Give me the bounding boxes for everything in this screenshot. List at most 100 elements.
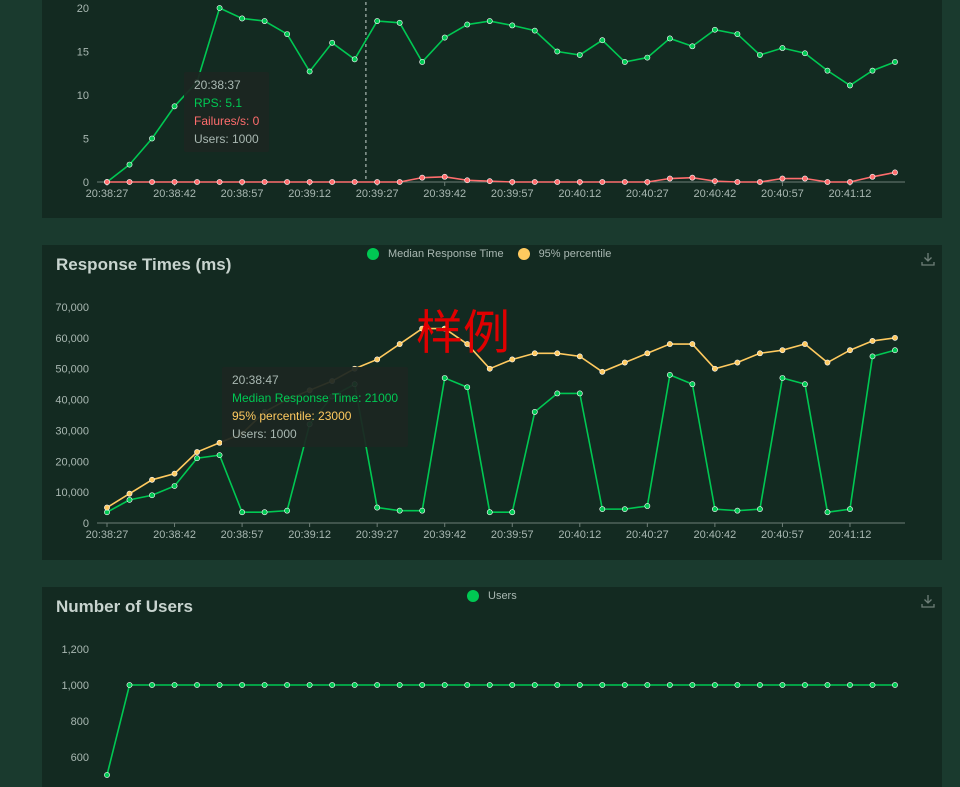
x-tick-label: 20:40:27 (626, 529, 669, 541)
users-chart: 600 800 1,000 1,200 (61, 644, 898, 778)
data-point-rps (824, 67, 831, 74)
data-point-p95 (802, 341, 808, 347)
data-point-rps (306, 68, 313, 75)
data-point-rps (374, 18, 381, 24)
data-point-median (847, 506, 853, 513)
data-point-median (576, 390, 583, 397)
data-point-median (486, 509, 493, 516)
tooltip-failures: Failures/s: 0 (194, 114, 260, 128)
data-point-failures (194, 179, 200, 185)
data-point-rps (329, 39, 336, 46)
data-point-rps (689, 43, 696, 50)
data-point-users (464, 682, 471, 688)
data-point-median (171, 483, 178, 489)
legend-users-label: Users (488, 590, 517, 602)
data-point-users (734, 682, 741, 688)
tooltip-users: Users: 1000 (232, 427, 297, 441)
watermark-text: 样例 (416, 306, 510, 361)
series-line-users (106, 684, 895, 776)
data-point-rps (284, 31, 291, 37)
data-point-failures (892, 169, 898, 176)
data-point-users (261, 682, 268, 688)
download-icon[interactable] (920, 593, 936, 609)
tooltip-median: Median Response Time: 21000 (232, 391, 399, 405)
data-point-users (644, 682, 651, 688)
data-point-p95 (171, 470, 178, 477)
rps-tooltip: 20:38:37 RPS: 5.1 Failures/s: 0 Users: 1… (184, 72, 270, 152)
data-point-median (464, 384, 471, 391)
data-point-p95 (396, 341, 403, 347)
data-point-users (689, 682, 696, 688)
data-point-users (486, 682, 493, 688)
data-point-median (644, 503, 651, 509)
data-point-median (554, 390, 561, 397)
data-point-rps (126, 161, 133, 168)
data-point-failures (104, 179, 110, 185)
data-point-users (599, 682, 606, 688)
data-point-rps (847, 82, 853, 89)
data-point-failures (621, 179, 628, 185)
data-point-failures (239, 179, 245, 185)
data-point-users (711, 682, 718, 688)
data-point-rps (464, 21, 471, 28)
data-point-users (216, 682, 223, 688)
data-point-median (711, 506, 718, 513)
data-point-failures (644, 179, 651, 185)
data-point-users (621, 682, 628, 688)
data-point-users (419, 682, 426, 688)
data-point-users (892, 682, 898, 688)
data-point-rps (171, 103, 178, 110)
legend-users[interactable]: Users (467, 590, 517, 602)
data-point-failures (284, 179, 291, 185)
legend-users-dot (467, 590, 479, 602)
data-point-median (892, 347, 898, 354)
data-point-median (284, 507, 291, 514)
data-point-rps (216, 5, 223, 11)
data-point-median (261, 509, 268, 516)
data-point-rps (621, 59, 628, 65)
data-point-failures (576, 179, 583, 185)
data-point-failures (802, 175, 808, 182)
data-point-p95 (892, 334, 898, 341)
legend-median[interactable]: Median Response Time (367, 248, 504, 260)
data-point-median (194, 455, 200, 462)
data-point-median (757, 506, 763, 513)
response-tooltip: 20:38:47 Median Response Time: 21000 95%… (222, 367, 409, 447)
data-point-users (531, 682, 538, 688)
data-point-median (779, 375, 786, 381)
x-tick-label: 20:38:42 (153, 188, 196, 200)
data-point-p95 (486, 365, 493, 372)
y-tick-label: 60,000 (55, 333, 89, 345)
y-tick-label: 30,000 (55, 425, 89, 437)
legend-p95[interactable]: 95% percentile (517, 248, 611, 260)
data-point-failures (419, 174, 426, 181)
data-point-rps (351, 56, 358, 63)
data-point-rps (666, 35, 673, 42)
data-point-users (126, 682, 133, 688)
data-point-p95 (419, 325, 426, 332)
data-point-p95 (621, 359, 628, 366)
legend-median-dot (367, 248, 379, 260)
series-line-median (106, 349, 896, 514)
data-point-users (509, 682, 516, 688)
data-point-users (239, 682, 245, 688)
data-point-median (374, 504, 381, 511)
data-point-failures (351, 179, 358, 185)
data-point-users (802, 682, 808, 688)
data-point-rps (599, 37, 606, 44)
y-tick-label: 10 (77, 90, 89, 102)
data-point-rps (734, 31, 741, 37)
response-times-panel: Response Times (ms) Median Response Time… (42, 245, 942, 560)
data-point-median (509, 509, 516, 516)
data-point-p95 (689, 341, 696, 347)
x-tick-label: 20:40:12 (558, 529, 601, 541)
download-icon[interactable] (920, 251, 936, 267)
data-point-users (441, 682, 448, 688)
response-times-chart: 0 10,000 20,000 30,000 40,000 50,000 60,000 70,… (55, 302, 905, 541)
series-line-failures (107, 171, 896, 183)
data-point-users (576, 682, 583, 688)
data-point-p95 (374, 356, 381, 363)
data-point-p95 (757, 350, 763, 357)
data-point-p95 (126, 490, 133, 497)
x-tick-label: 20:41:12 (829, 529, 872, 541)
